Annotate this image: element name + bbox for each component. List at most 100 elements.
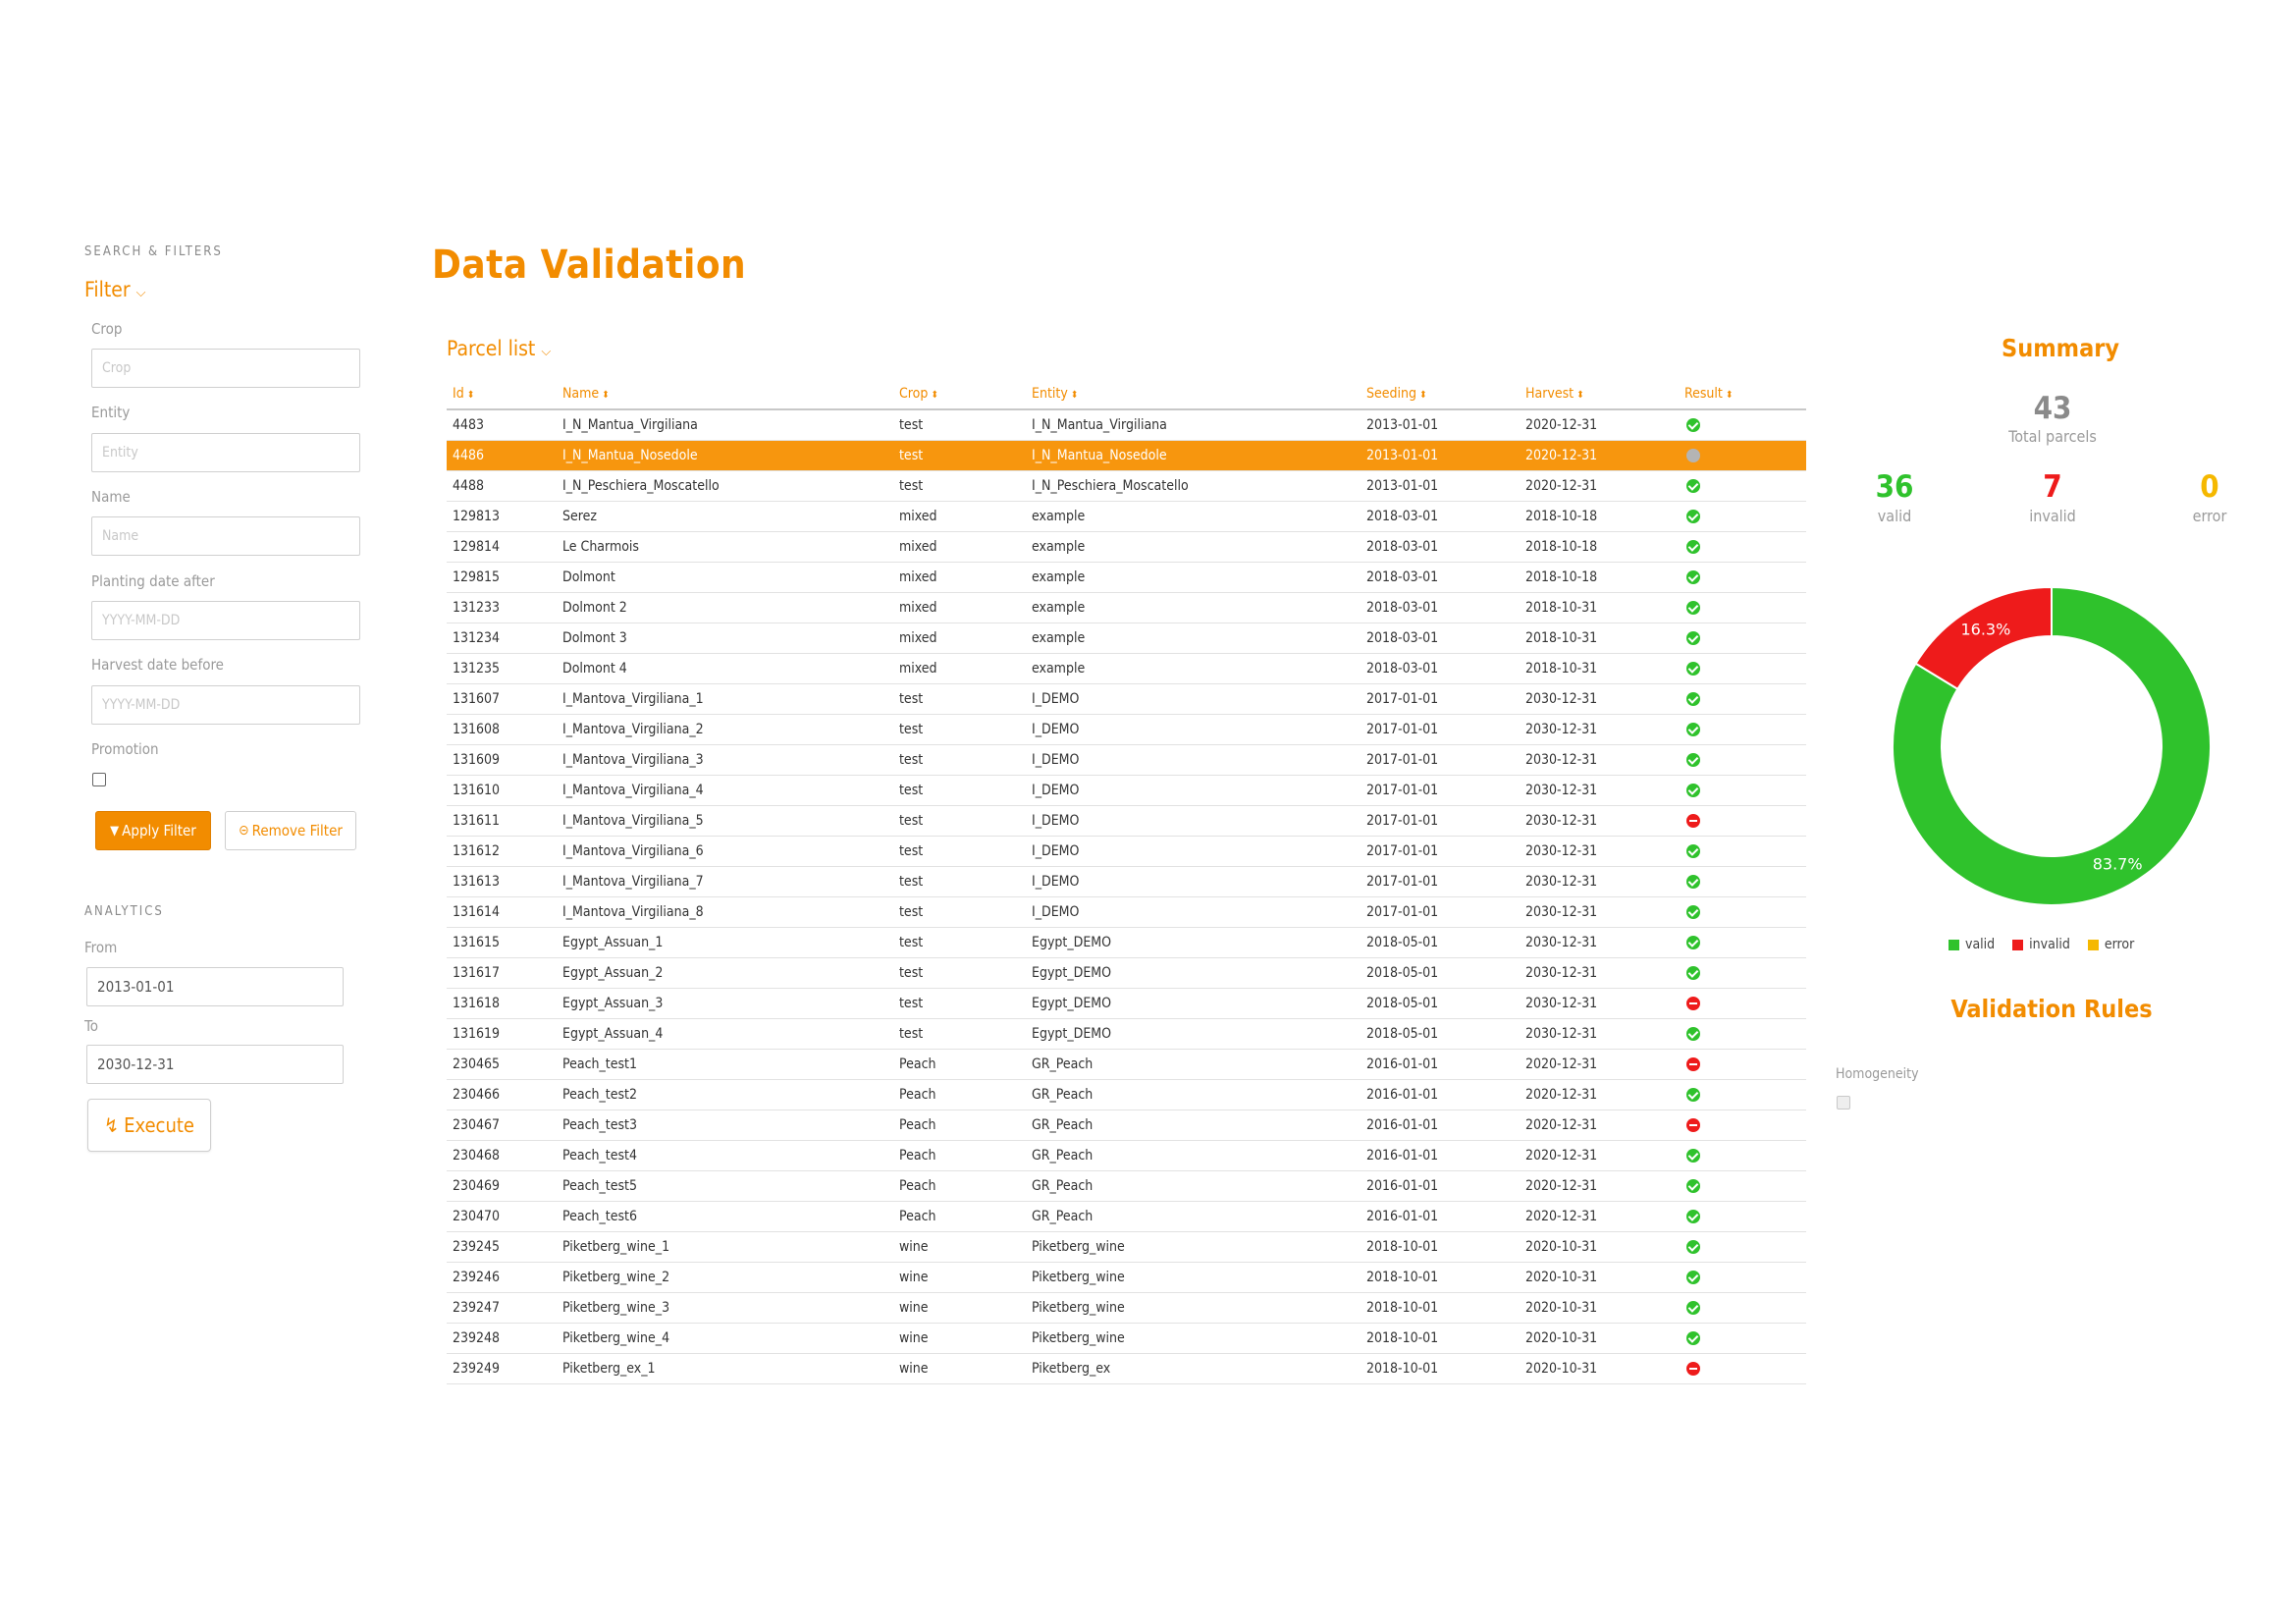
column-header[interactable]: Crop ⬍ — [893, 379, 1026, 410]
planting-date-input[interactable] — [91, 601, 360, 640]
table-cell: 131235 — [447, 653, 557, 684]
parcel-list-toggle[interactable]: Parcel list ⌵ — [447, 337, 551, 360]
table-row[interactable]: 239249 Piketberg_ex_1 wine Piketberg_ex 2018… — [447, 1353, 1806, 1384]
error-count: 0 — [2200, 469, 2219, 505]
promotion-checkbox[interactable] — [92, 773, 106, 786]
execute-button[interactable]: ↯ Execute — [87, 1099, 211, 1152]
table-row[interactable]: 230467 Peach_test3 Peach GR_Peach 2016-01-01… — [447, 1110, 1806, 1141]
table-cell: I_N_Mantua_Nosedole — [1026, 440, 1361, 471]
result-cell — [1679, 501, 1806, 532]
table-row[interactable]: 230465 Peach_test1 Peach GR_Peach 2016-01-01… — [447, 1049, 1806, 1080]
donut-slice-invalid[interactable] — [1914, 585, 2053, 691]
table-row[interactable]: 131608 I_Mantova_Virgiliana_2 test I_DEMO 20… — [447, 714, 1806, 745]
table-row[interactable]: 129814 Le Charmois mixed example 2018-03-01 2… — [447, 531, 1806, 563]
table-row[interactable]: 131611 I_Mantova_Virgiliana_5 test I_DEMO 20… — [447, 805, 1806, 837]
result-cell — [1679, 592, 1806, 623]
table-row[interactable]: 230468 Peach_test4 Peach GR_Peach 2016-01-01… — [447, 1140, 1806, 1171]
column-header[interactable]: Result ⬍ — [1679, 379, 1806, 410]
table-cell: 2020-12-31 — [1520, 1110, 1679, 1141]
table-row[interactable]: 131610 I_Mantova_Virgiliana_4 test I_DEMO 20… — [447, 775, 1806, 806]
table-row[interactable]: 131233 Dolmont 2 mixed example 2018-03-01 201… — [447, 592, 1806, 623]
table-cell: 2018-03-01 — [1361, 623, 1520, 654]
homogeneity-checkbox[interactable] — [1837, 1096, 1850, 1110]
table-row[interactable]: 4488 I_N_Peschiera_Moscatello test I_N_Pesc… — [447, 470, 1806, 502]
table-cell: 2030-12-31 — [1520, 683, 1679, 715]
table-cell: I_N_Peschiera_Moscatello — [557, 470, 893, 502]
table-cell: 4483 — [447, 409, 557, 441]
table-cell: 131619 — [447, 1018, 557, 1050]
table-row[interactable]: 131609 I_Mantova_Virgiliana_3 test I_DEMO 20… — [447, 744, 1806, 776]
table-row[interactable]: 131607 I_Mantova_Virgiliana_1 test I_DEMO 20… — [447, 683, 1806, 715]
table-cell: 2020-10-31 — [1520, 1262, 1679, 1293]
table-row[interactable]: 131614 I_Mantova_Virgiliana_8 test I_DEMO 20… — [447, 896, 1806, 928]
entity-input[interactable] — [91, 433, 360, 472]
table-cell: Peach_test4 — [557, 1140, 893, 1171]
table-row[interactable]: 129813 Serez mixed example 2018-03-01 2018-10… — [447, 501, 1806, 532]
table-cell: 2020-12-31 — [1520, 470, 1679, 502]
table-row[interactable]: 131618 Egypt_Assuan_3 test Egypt_DEMO 2018-0… — [447, 988, 1806, 1019]
table-row[interactable]: 230469 Peach_test5 Peach GR_Peach 2016-01-01… — [447, 1170, 1806, 1202]
table-row[interactable]: 230470 Peach_test6 Peach GR_Peach 2016-01-01… — [447, 1201, 1806, 1232]
legend-item-invalid[interactable]: invalid — [2012, 937, 2070, 952]
column-header[interactable]: Name ⬍ — [557, 379, 893, 410]
table-cell: Piketberg_ex — [1026, 1353, 1361, 1384]
table-cell: I_DEMO — [1026, 714, 1361, 745]
table-row[interactable]: 230466 Peach_test2 Peach GR_Peach 2016-01-01… — [447, 1079, 1806, 1110]
summary-title: Summary — [2002, 334, 2120, 362]
table-cell: 131609 — [447, 744, 557, 776]
column-header[interactable]: Seeding ⬍ — [1361, 379, 1520, 410]
table-row[interactable]: 131613 I_Mantova_Virgiliana_7 test I_DEMO 20… — [447, 866, 1806, 897]
table-row[interactable]: 239247 Piketberg_wine_3 wine Piketberg_wine… — [447, 1292, 1806, 1324]
result-cell — [1679, 531, 1806, 563]
table-row[interactable]: 131235 Dolmont 4 mixed example 2018-03-01 201… — [447, 653, 1806, 684]
crop-input[interactable] — [91, 349, 360, 388]
legend-item-error[interactable]: error — [2087, 937, 2134, 952]
column-header[interactable]: Harvest ⬍ — [1520, 379, 1679, 410]
column-header[interactable]: Entity ⬍ — [1026, 379, 1361, 410]
apply-filter-button[interactable]: ▼ Apply Filter — [95, 811, 211, 850]
to-date-input[interactable]: 2030-12-31 — [86, 1045, 344, 1084]
table-cell: example — [1026, 562, 1361, 593]
result-cell — [1679, 440, 1806, 471]
remove-circle-icon: ⊝ — [239, 823, 249, 839]
table-cell: 230468 — [447, 1140, 557, 1171]
table-cell: Peach_test2 — [557, 1079, 893, 1110]
column-header[interactable]: Id ⬍ — [447, 379, 557, 410]
table-row[interactable]: 131615 Egypt_Assuan_1 test Egypt_DEMO 2018-0… — [447, 927, 1806, 958]
table-row[interactable]: 131617 Egypt_Assuan_2 test Egypt_DEMO 2018-0… — [447, 957, 1806, 989]
legend-item-valid[interactable]: valid — [1949, 937, 1995, 952]
table-cell: 2017-01-01 — [1361, 836, 1520, 867]
table-row[interactable]: 131234 Dolmont 3 mixed example 2018-03-01 201… — [447, 623, 1806, 654]
table-cell: 2017-01-01 — [1361, 683, 1520, 715]
table-row[interactable]: 4486 I_N_Mantua_Nosedole test I_N_Mantua_No… — [447, 440, 1806, 471]
table-row[interactable]: 239246 Piketberg_wine_2 wine Piketberg_wine… — [447, 1262, 1806, 1293]
table-cell: test — [893, 683, 1026, 715]
check-circle-icon — [1686, 875, 1700, 889]
table-cell: 2016-01-01 — [1361, 1170, 1520, 1202]
table-row[interactable]: 239245 Piketberg_wine_1 wine Piketberg_wine… — [447, 1231, 1806, 1263]
table-cell: test — [893, 440, 1026, 471]
result-cell — [1679, 1079, 1806, 1110]
harvest-date-input[interactable] — [91, 685, 360, 725]
result-cell — [1679, 1018, 1806, 1050]
donut-slice-valid[interactable] — [1892, 585, 2212, 906]
table-cell: 129815 — [447, 562, 557, 593]
table-row[interactable]: 4483 I_N_Mantua_Virgiliana test I_N_Mantua_… — [447, 409, 1806, 441]
column-header-label: Result — [1684, 386, 1723, 402]
table-cell: 230466 — [447, 1079, 557, 1110]
table-cell: 2018-10-01 — [1361, 1292, 1520, 1324]
from-date-input[interactable]: 2013-01-01 — [86, 967, 344, 1006]
table-cell: 129814 — [447, 531, 557, 563]
name-input[interactable] — [91, 516, 360, 556]
table-cell: 230470 — [447, 1201, 557, 1232]
result-cell — [1679, 470, 1806, 502]
check-circle-icon — [1686, 1271, 1700, 1284]
table-row[interactable]: 131612 I_Mantova_Virgiliana_6 test I_DEMO 20… — [447, 836, 1806, 867]
table-row[interactable]: 131619 Egypt_Assuan_4 test Egypt_DEMO 2018-0… — [447, 1018, 1806, 1050]
remove-filter-button[interactable]: ⊝ Remove Filter — [225, 811, 356, 850]
table-row[interactable]: 239248 Piketberg_wine_4 wine Piketberg_wine… — [447, 1323, 1806, 1354]
table-row[interactable]: 129815 Dolmont mixed example 2018-03-01 2018-… — [447, 562, 1806, 593]
filter-toggle[interactable]: Filter ⌵ — [84, 278, 146, 301]
table-cell: 2018-10-01 — [1361, 1353, 1520, 1384]
table-cell: wine — [893, 1323, 1026, 1354]
